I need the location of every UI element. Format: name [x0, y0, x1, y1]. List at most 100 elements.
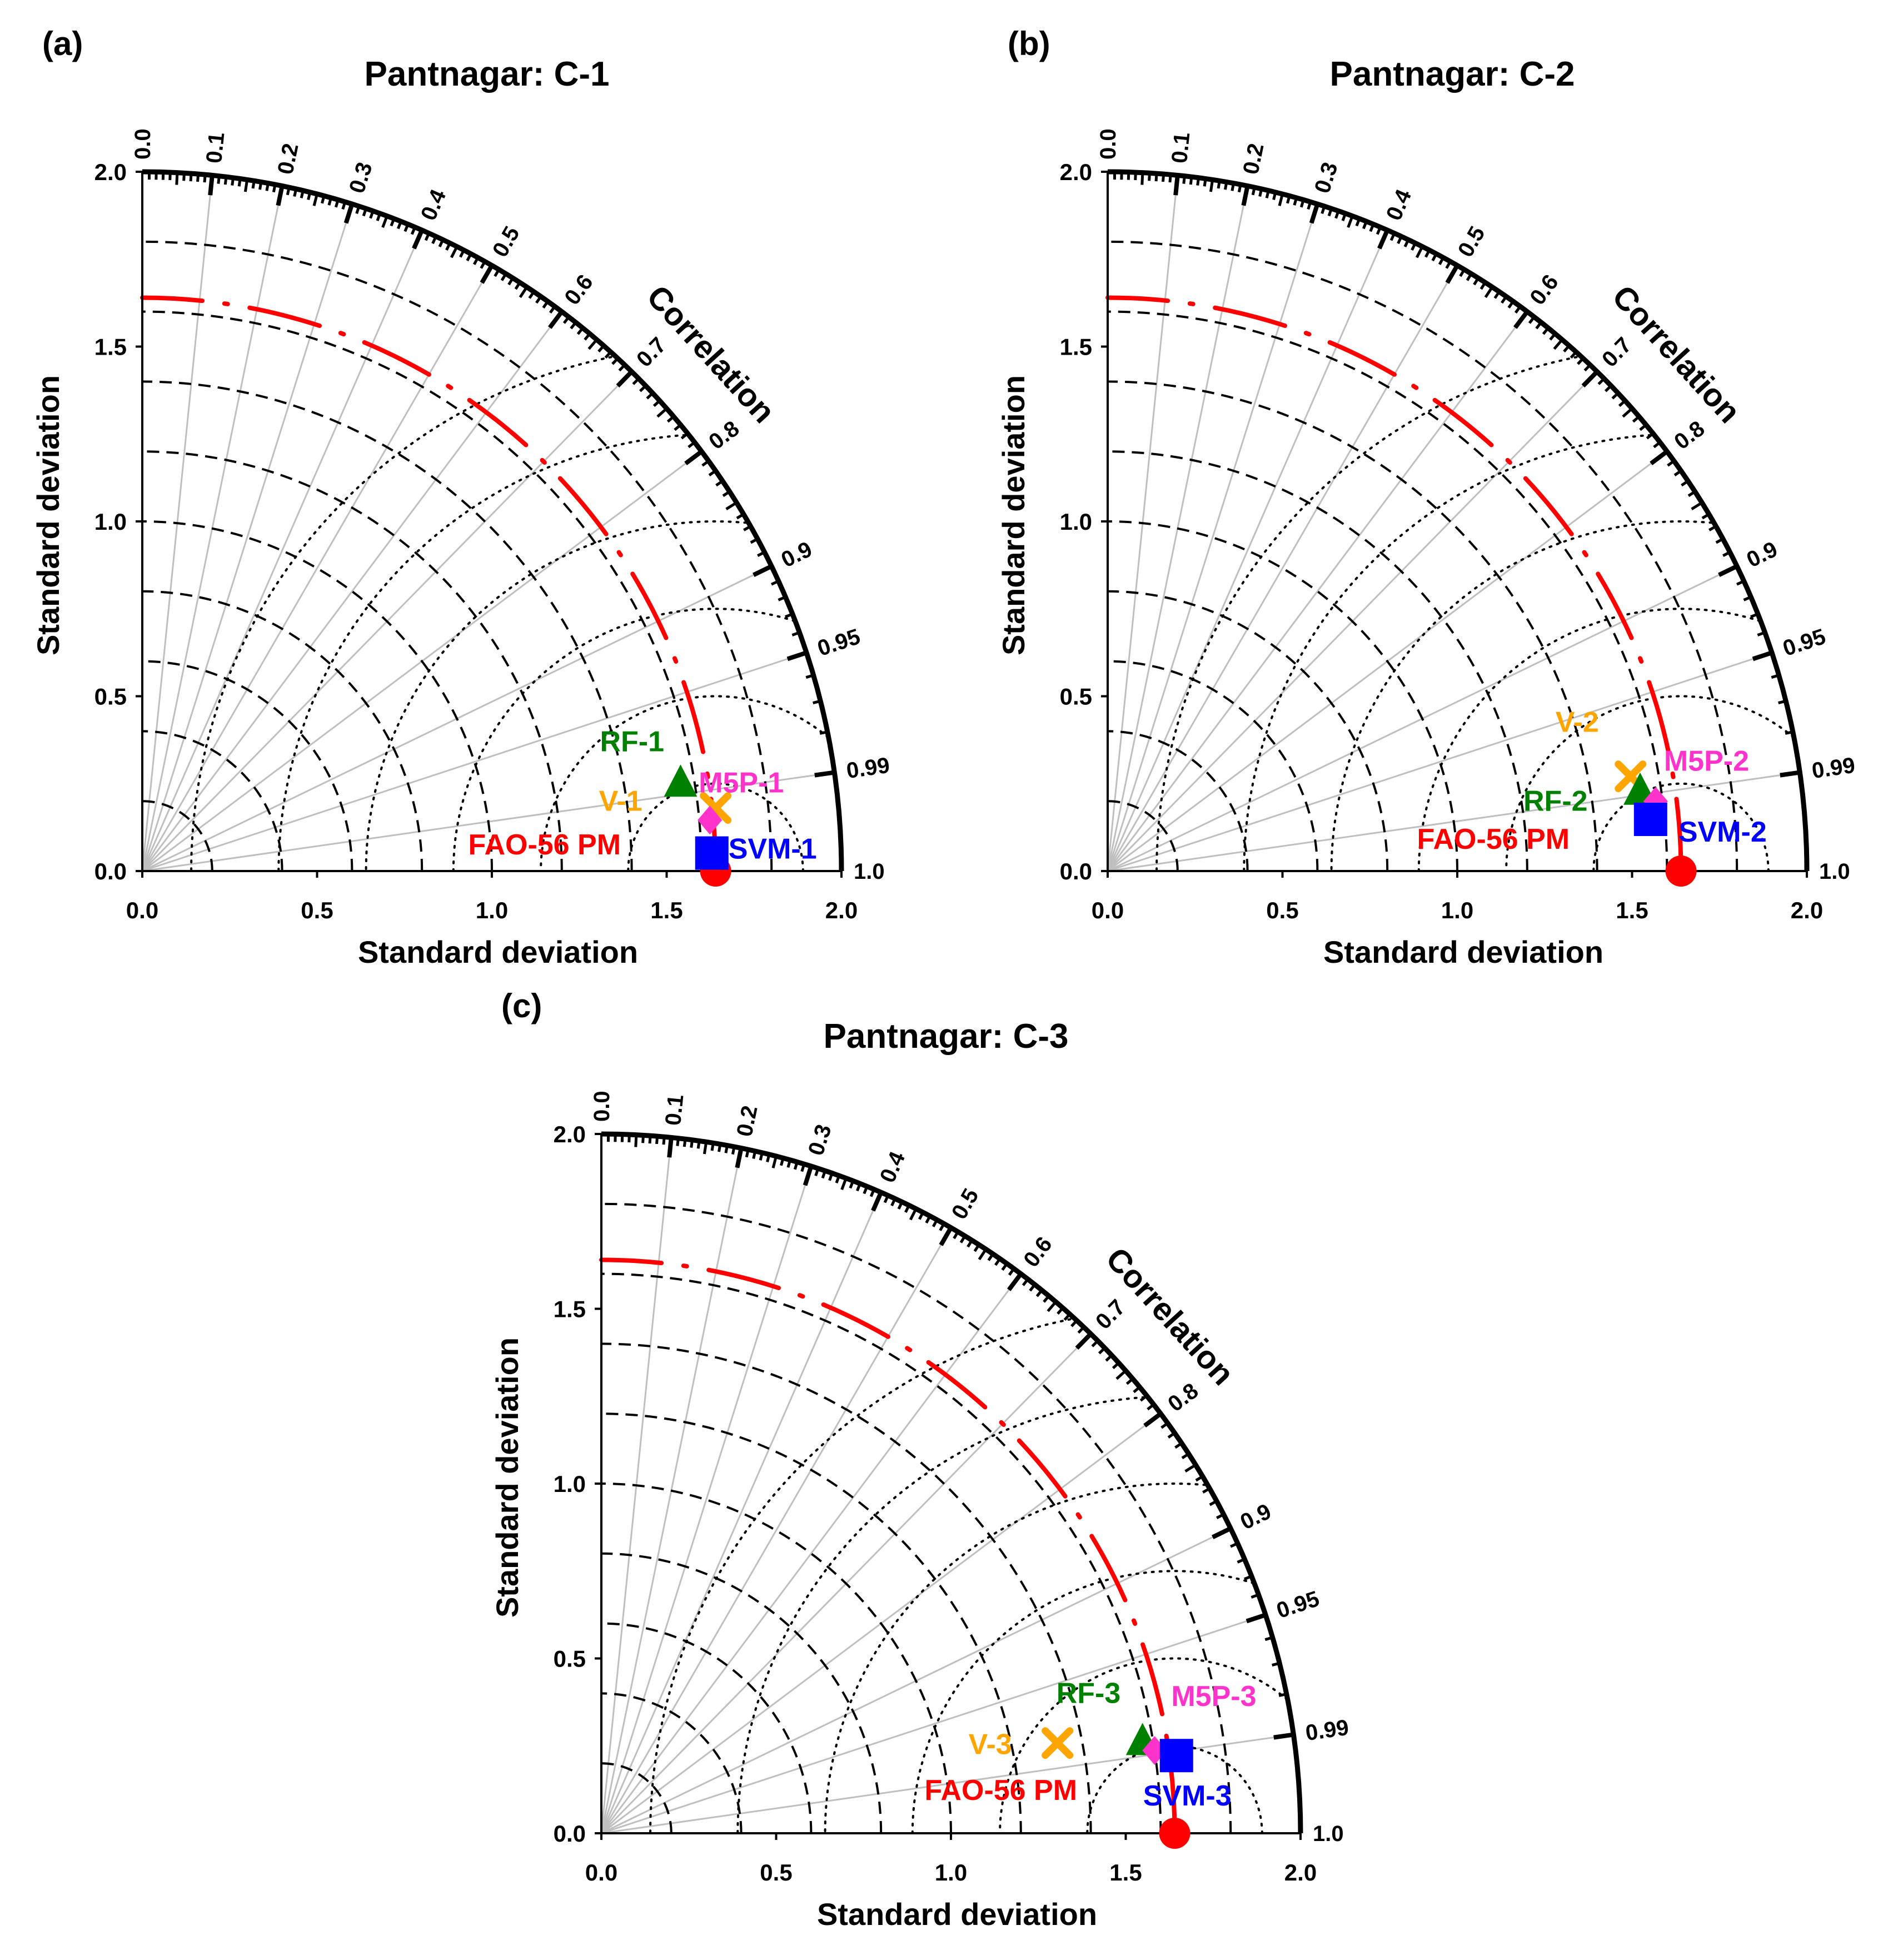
- correlation-tick: [1466, 273, 1473, 281]
- correlation-tick: [168, 172, 172, 181]
- correlation-tick: [1189, 176, 1193, 185]
- correlation-tick: [1403, 239, 1410, 247]
- taylor-panel-3: 0.00.00.50.51.01.01.51.52.02.00.0 0.1 0.20…: [490, 987, 1351, 1932]
- correlation-tick: [542, 300, 549, 309]
- correlation-tick: [1743, 595, 1752, 601]
- correlation-tick: [1278, 193, 1284, 206]
- correlation-tick: [1139, 1394, 1148, 1402]
- y-tick-label: 2.0: [1060, 159, 1092, 185]
- model-marker-square: [1633, 803, 1667, 837]
- correlation-tick: [1148, 173, 1151, 181]
- correlation-tick: [1098, 1347, 1106, 1355]
- correlation-tick: [396, 221, 402, 230]
- correlation-tick: [1785, 730, 1794, 735]
- reference-std-arc: [599, 1257, 1177, 1835]
- correlation-tick: [1334, 210, 1340, 219]
- x-tick-label: 0.0: [126, 897, 158, 923]
- correlation-tick: [549, 305, 556, 314]
- rms-arcs: [190, 356, 829, 872]
- correlation-tick-label: 0.9: [778, 537, 816, 573]
- correlation-tick: [272, 184, 277, 193]
- x-tick-label: 1.0: [1441, 897, 1473, 923]
- correlation-tick: [766, 1154, 771, 1162]
- correlation-tick: [312, 193, 318, 206]
- correlation-tick: [1553, 339, 1563, 350]
- correlation-tick: [1057, 1307, 1064, 1315]
- correlation-tick-label: 0.8: [1163, 1379, 1203, 1417]
- correlation-tick: [683, 1138, 687, 1147]
- correlation-rays: [600, 1137, 1294, 1834]
- correlation-tick: [715, 480, 724, 487]
- y-tick-label: 0.5: [1060, 684, 1092, 710]
- correlation-tick: [939, 1223, 945, 1231]
- correlation-tick: [1459, 268, 1466, 277]
- correlation-tick: [1646, 432, 1654, 440]
- panel-label: (b): [1008, 25, 1050, 62]
- correlation-tick: [814, 1168, 820, 1177]
- correlation-tick-label: 0.99: [1304, 1715, 1350, 1746]
- rms-arc: [1592, 782, 1770, 872]
- correlation-tick: [1514, 305, 1522, 314]
- y-tick-label: 2.0: [554, 1121, 586, 1147]
- y-tick-label: 1.0: [1060, 509, 1092, 535]
- correlation-tick: [925, 1215, 931, 1224]
- x-axis-title: Standard deviation: [358, 934, 638, 969]
- correlation-tick: [369, 210, 375, 219]
- std-arc: [601, 1412, 1022, 1834]
- reference-point-label: FAO-56 PM: [1417, 823, 1570, 855]
- correlation-tick: [604, 351, 612, 359]
- x-tick-label: 1.0: [476, 897, 508, 923]
- correlation-tick: [321, 195, 326, 204]
- model-label: V-2: [1556, 707, 1599, 739]
- correlation-tick: [1091, 1340, 1099, 1347]
- correlation-tick: [1140, 172, 1144, 185]
- correlation-tick: [904, 1205, 910, 1213]
- reference-point-marker: [1665, 855, 1697, 887]
- correlation-tick: [1286, 195, 1291, 204]
- correlation-tick: [1237, 184, 1242, 193]
- correlation-tick: [1484, 286, 1493, 299]
- correlation-tick: [1507, 300, 1515, 309]
- correlation-tick: [778, 595, 786, 601]
- correlation-tick: [752, 1151, 757, 1160]
- correlation-tick: [1780, 770, 1800, 778]
- correlation-tick-label: 0.9: [1743, 537, 1781, 573]
- correlation-ray: [600, 1192, 882, 1834]
- reference-std-arc: [140, 295, 718, 873]
- correlation-tick: [217, 176, 221, 184]
- correlation-tick: [680, 432, 689, 440]
- correlation-tick: [1715, 538, 1724, 544]
- correlation-tick: [507, 277, 514, 286]
- std-arc: [1107, 450, 1528, 872]
- rms-arc: [1243, 434, 1652, 872]
- correlation-tick: [1687, 490, 1696, 498]
- correlation-tick: [750, 538, 759, 544]
- y-axis-title: Standard deviation: [31, 375, 66, 655]
- reference-point-marker: [1159, 1818, 1190, 1849]
- correlation-tick: [1347, 215, 1354, 228]
- correlation-tick: [381, 215, 388, 228]
- model-label: V-1: [599, 785, 642, 817]
- correlation-tick: [1265, 190, 1270, 198]
- correlation-tick: [618, 364, 626, 372]
- correlation-tick-label: 0.0: [590, 1091, 614, 1122]
- correlation-tick: [362, 208, 367, 217]
- correlation-tick: [341, 201, 347, 210]
- model-marker-square: [695, 836, 729, 870]
- std-arc: [601, 1552, 883, 1834]
- correlation-tick: [736, 513, 745, 520]
- correlation-tick: [1293, 197, 1298, 206]
- correlation-tick: [1513, 310, 1530, 329]
- correlation-tick-label: 0.4: [416, 186, 451, 224]
- correlation-tick: [265, 183, 270, 191]
- correlation-tick: [1273, 1732, 1294, 1740]
- model-label: SVM-3: [1143, 1780, 1232, 1812]
- correlation-tick: [953, 1231, 959, 1240]
- correlation-tick: [616, 370, 634, 388]
- correlation-tick: [1501, 295, 1508, 304]
- panel-label: (a): [42, 25, 83, 62]
- correlation-tick: [1750, 613, 1759, 619]
- model-marker-triangle: [664, 764, 698, 797]
- correlation-tick: [652, 400, 661, 407]
- correlation-tick: [1581, 370, 1599, 388]
